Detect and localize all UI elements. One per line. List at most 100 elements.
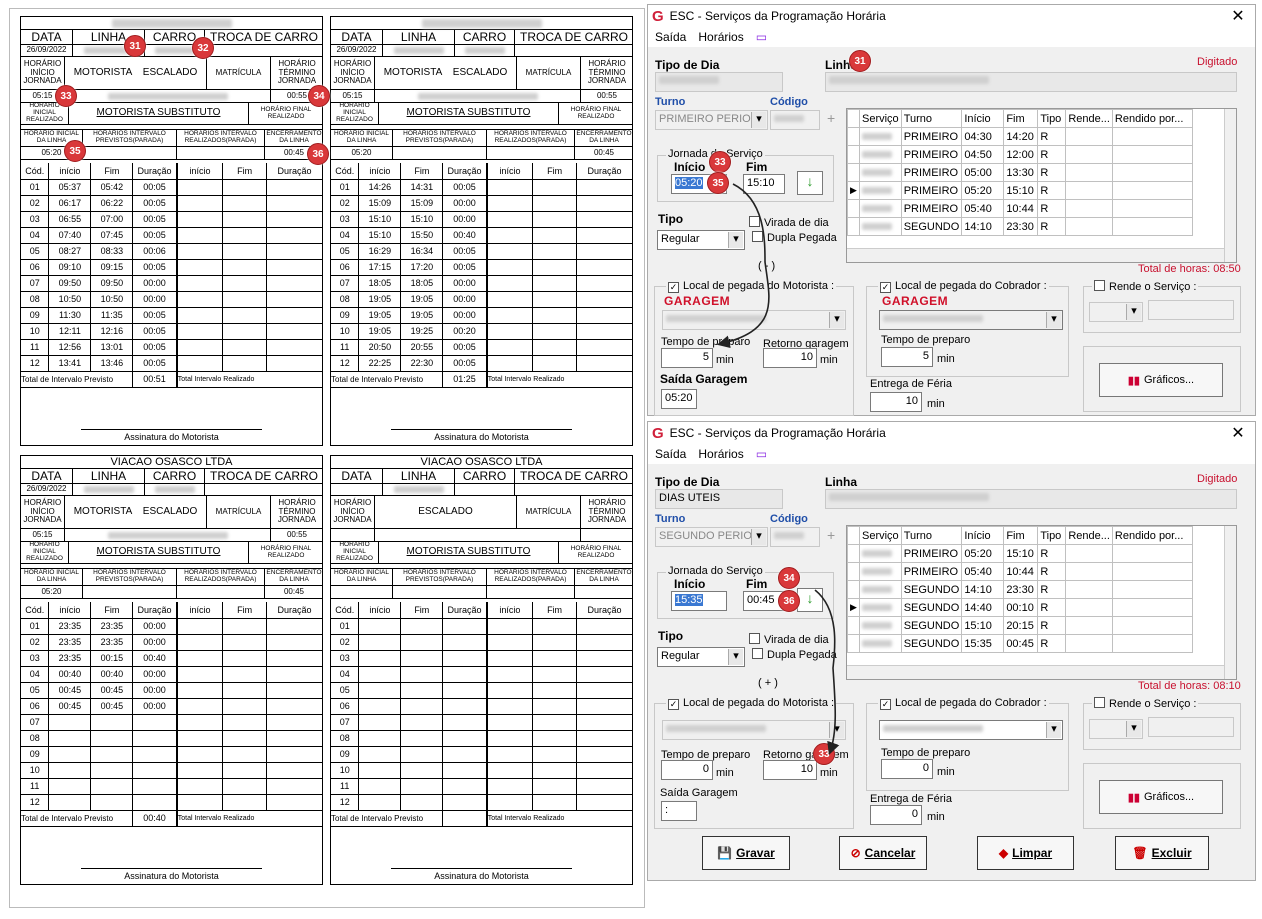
rende-checkbox[interactable]: Rende o Serviço : xyxy=(1092,697,1199,710)
down-arrow-icon[interactable]: ↓ xyxy=(797,171,823,195)
start-journey-value: 05:15 xyxy=(331,90,375,102)
grid-column-header[interactable]: Rende... xyxy=(1065,526,1113,545)
tipo-dia-field[interactable] xyxy=(655,72,783,92)
local-cobrador-checkbox[interactable]: ✓ Local de pegada do Cobrador : xyxy=(878,697,1049,710)
grid-cell: PRIMEIRO xyxy=(900,562,963,581)
tempo-preparo-field[interactable]: 0 xyxy=(661,760,713,780)
local-cobrador-select[interactable] xyxy=(879,720,1063,740)
table-cell xyxy=(576,323,633,340)
grid-row[interactable]: SEGUNDO 14:10 23:30 R xyxy=(847,580,1193,599)
grid-column-header[interactable]: Fim xyxy=(1003,109,1039,128)
grid-row[interactable]: SEGUNDO 15:10 20:15 R xyxy=(847,616,1193,635)
tempo-preparo-field[interactable]: 0 xyxy=(881,759,933,779)
cancelar-button[interactable]: ⊘ Cancelar xyxy=(839,836,927,870)
menu-saida[interactable]: Saída xyxy=(655,447,687,461)
rende-field[interactable] xyxy=(1148,717,1234,737)
local-cobrador-select[interactable] xyxy=(879,310,1063,330)
close-icon[interactable]: ✕ xyxy=(1231,425,1245,442)
fim-field[interactable]: 00:45 xyxy=(743,591,785,611)
local-motorista-select[interactable] xyxy=(662,720,846,740)
grid-column-header[interactable]: Fim xyxy=(1003,526,1039,545)
retorno-field[interactable]: 10 xyxy=(763,348,817,368)
rende-select[interactable] xyxy=(1089,302,1143,322)
table-cell: 11 xyxy=(21,339,50,356)
entrega-field[interactable]: 0 xyxy=(870,805,922,825)
monitor-icon[interactable]: ▭ xyxy=(755,30,768,44)
menu-horarios[interactable]: Horários xyxy=(698,447,744,461)
grid-row[interactable]: PRIMEIRO 05:40 10:44 R xyxy=(847,199,1193,218)
grid-row[interactable]: PRIMEIRO 04:30 14:20 R xyxy=(847,127,1193,146)
local-cobrador-checkbox[interactable]: ✓ Local de pegada do Cobrador : xyxy=(878,280,1049,293)
codigo-field[interactable] xyxy=(770,527,820,547)
linha-field[interactable] xyxy=(825,489,1237,509)
gravar-button[interactable]: 💾 Gravar xyxy=(702,836,790,870)
grid-column-header[interactable]: Serviço xyxy=(859,526,902,545)
codigo-field[interactable] xyxy=(770,110,820,130)
dupla-checkbox[interactable]: Dupla Pegada xyxy=(752,231,837,244)
table-cell xyxy=(486,714,534,731)
grid-column-header[interactable]: Rendido por... xyxy=(1111,109,1193,128)
vertical-scrollbar[interactable] xyxy=(1224,526,1236,679)
grid-row[interactable]: PRIMEIRO 05:20 15:10 R xyxy=(847,544,1193,563)
virada-checkbox[interactable]: Virada de dia xyxy=(749,633,829,646)
fim-field[interactable]: 15:10 xyxy=(743,174,785,194)
grid-column-header[interactable]: Turno xyxy=(900,109,963,128)
grid-row[interactable]: PRIMEIRO 04:50 12:00 R xyxy=(847,145,1193,164)
grid-column-header[interactable]: Tipo xyxy=(1037,526,1067,545)
down-arrow-icon[interactable]: ↓ xyxy=(797,588,823,612)
local-motorista-checkbox[interactable]: ✓ Local de pegada do Motorista : xyxy=(666,697,837,710)
limpar-button[interactable]: ◆ Limpar xyxy=(977,836,1074,870)
rende-field[interactable] xyxy=(1148,300,1234,320)
grid-column-header[interactable]: Início xyxy=(961,109,1005,128)
tipo-dia-field[interactable]: DIAS UTEIS xyxy=(655,489,783,509)
grid-column-header[interactable]: Serviço xyxy=(859,109,902,128)
grid-column-header[interactable]: Turno xyxy=(900,526,963,545)
saida-garagem-field[interactable]: : xyxy=(661,801,697,821)
grid-row[interactable]: SEGUNDO 15:35 00:45 R xyxy=(847,634,1193,653)
horizontal-scrollbar[interactable] xyxy=(847,248,1224,262)
table-cell xyxy=(266,762,323,779)
graficos-button[interactable]: ▮▮ Gráficos... xyxy=(1099,780,1223,814)
virada-checkbox[interactable]: Virada de dia xyxy=(749,216,829,229)
dupla-checkbox[interactable]: Dupla Pegada xyxy=(752,648,837,661)
grid-row[interactable]: PRIMEIRO 05:40 10:44 R xyxy=(847,562,1193,581)
turno-select[interactable]: PRIMEIRO PERIOD xyxy=(655,110,768,130)
inicio-field[interactable]: 15:35 xyxy=(671,591,727,611)
monitor-icon[interactable]: ▭ xyxy=(755,447,768,461)
vertical-scrollbar[interactable] xyxy=(1224,109,1236,262)
excluir-button[interactable]: 🗑 Excluir xyxy=(1115,836,1209,870)
saida-garagem-field[interactable]: 05:20 xyxy=(661,389,697,409)
table-cell: 00:05 xyxy=(442,259,488,276)
local-motorista-select[interactable] xyxy=(662,310,846,330)
plus-icon[interactable]: + xyxy=(827,527,836,543)
grid-row[interactable]: ▶ SEGUNDO 14:40 00:10 R xyxy=(847,598,1193,617)
grid-column-header[interactable]: Início xyxy=(961,526,1005,545)
tipo-select[interactable]: Regular xyxy=(657,230,745,250)
turno-select[interactable]: SEGUNDO PERIOD xyxy=(655,527,768,547)
step-badge: 31 xyxy=(849,50,871,72)
menu-horarios[interactable]: Horários xyxy=(698,30,744,44)
horizontal-scrollbar[interactable] xyxy=(847,665,1224,679)
start-journey-value xyxy=(331,529,375,541)
retorno-field[interactable]: 10 xyxy=(763,760,817,780)
tipo-select[interactable]: Regular xyxy=(657,647,745,667)
menu-saida[interactable]: Saída xyxy=(655,30,687,44)
local-motorista-checkbox[interactable]: ✓ Local de pegada do Motorista : xyxy=(666,280,837,293)
grid-column-header[interactable]: Rendido por... xyxy=(1111,526,1193,545)
rende-select[interactable] xyxy=(1089,719,1143,739)
grid-column-header[interactable]: Rende... xyxy=(1065,109,1113,128)
linha-field[interactable] xyxy=(825,72,1237,92)
tempo-preparo-field[interactable]: 5 xyxy=(881,347,933,367)
entrega-field[interactable]: 10 xyxy=(870,392,922,412)
tempo-preparo-field[interactable]: 5 xyxy=(661,348,713,368)
rende-checkbox[interactable]: Rende o Serviço : xyxy=(1092,280,1199,293)
table-cell: 06:17 xyxy=(48,195,92,212)
close-icon[interactable]: ✕ xyxy=(1231,8,1245,25)
grid-row[interactable]: SEGUNDO 14:10 23:30 R xyxy=(847,217,1193,236)
grid-column-header[interactable]: Tipo xyxy=(1037,109,1067,128)
grid-row[interactable]: ▶ PRIMEIRO 05:20 15:10 R xyxy=(847,181,1193,200)
graficos-button[interactable]: ▮▮ Gráficos... xyxy=(1099,363,1223,397)
grid-row[interactable]: PRIMEIRO 05:00 13:30 R xyxy=(847,163,1193,182)
plus-icon[interactable]: + xyxy=(827,110,836,126)
min-label: min xyxy=(927,811,945,823)
